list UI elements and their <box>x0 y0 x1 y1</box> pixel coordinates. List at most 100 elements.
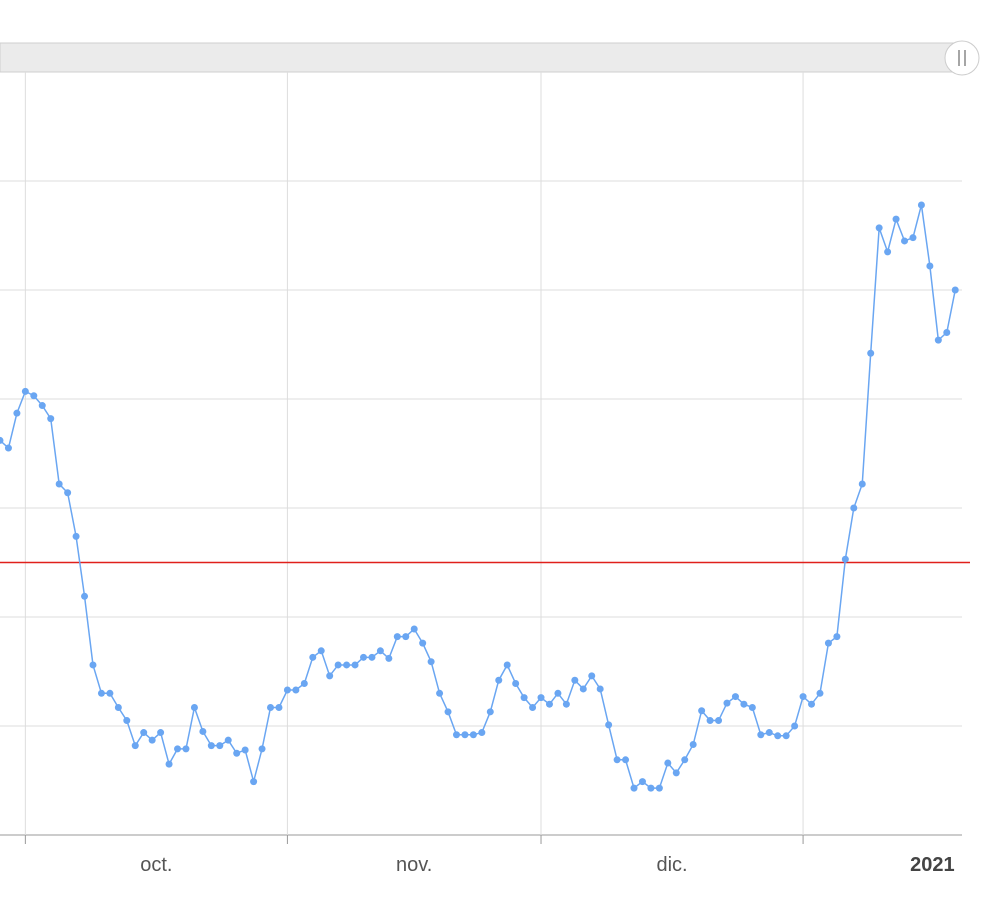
point <box>791 722 799 730</box>
point <box>901 237 909 245</box>
point <box>444 708 452 716</box>
point <box>740 700 748 708</box>
scrollbar-handle[interactable] <box>944 40 980 76</box>
point <box>579 685 587 693</box>
x-tick-label: 2021 <box>910 854 955 876</box>
x-tick-label: nov. <box>396 854 432 876</box>
point <box>461 731 469 739</box>
point <box>529 703 537 711</box>
point <box>512 679 520 687</box>
point <box>951 286 959 294</box>
point <box>638 778 646 786</box>
point <box>334 661 342 669</box>
point <box>596 685 604 693</box>
point <box>393 633 401 641</box>
point <box>884 248 892 256</box>
point <box>664 759 672 767</box>
point <box>723 699 731 707</box>
point <box>824 639 832 647</box>
point <box>731 693 739 701</box>
point <box>419 639 427 647</box>
point <box>359 653 367 661</box>
point <box>343 661 351 669</box>
point <box>520 694 528 702</box>
point <box>190 703 198 711</box>
point <box>681 756 689 764</box>
point <box>427 658 435 666</box>
point <box>250 778 258 786</box>
point <box>351 661 359 669</box>
point <box>275 703 283 711</box>
point <box>199 727 207 735</box>
point <box>123 717 131 725</box>
point <box>267 703 275 711</box>
point <box>630 784 638 792</box>
point <box>165 760 173 768</box>
point <box>410 625 418 633</box>
point <box>934 336 942 344</box>
line <box>0 204 956 790</box>
point <box>309 653 317 661</box>
point <box>292 686 300 694</box>
point <box>47 415 55 423</box>
point <box>808 700 816 708</box>
point <box>241 746 249 754</box>
point <box>706 717 714 725</box>
point <box>174 745 182 753</box>
point <box>588 672 596 680</box>
point <box>368 653 376 661</box>
point <box>833 633 841 641</box>
point <box>841 555 849 563</box>
point <box>72 532 80 540</box>
point <box>486 708 494 716</box>
point <box>537 694 545 702</box>
point <box>21 387 29 395</box>
point <box>672 769 680 777</box>
point <box>689 741 697 749</box>
point <box>97 689 105 697</box>
point <box>774 732 782 740</box>
point <box>554 689 562 697</box>
point <box>30 392 38 400</box>
point <box>224 736 232 744</box>
point <box>258 745 266 753</box>
point <box>495 676 503 684</box>
point <box>622 756 630 764</box>
point <box>64 489 72 497</box>
point <box>875 224 883 232</box>
point <box>757 731 765 739</box>
point <box>850 504 858 512</box>
point <box>909 234 917 242</box>
point <box>0 436 4 444</box>
point <box>106 689 114 697</box>
point <box>545 700 553 708</box>
scrollbar-track[interactable] <box>0 42 963 73</box>
point <box>867 349 875 357</box>
point <box>698 707 706 715</box>
point <box>55 480 63 488</box>
point <box>300 679 308 687</box>
point <box>748 703 756 711</box>
point <box>114 703 122 711</box>
point <box>207 742 215 750</box>
point <box>131 742 139 750</box>
point <box>402 633 410 641</box>
point <box>503 661 511 669</box>
point <box>13 409 21 417</box>
x-tick-label: oct. <box>140 854 172 876</box>
point <box>647 784 655 792</box>
point <box>892 215 900 223</box>
point <box>452 731 460 739</box>
point <box>478 729 486 737</box>
point <box>469 731 477 739</box>
point <box>140 729 148 737</box>
point <box>4 444 12 452</box>
point <box>157 729 165 737</box>
point <box>782 732 790 740</box>
point <box>799 693 807 701</box>
point <box>376 647 384 655</box>
point <box>148 736 156 744</box>
point <box>816 689 824 697</box>
